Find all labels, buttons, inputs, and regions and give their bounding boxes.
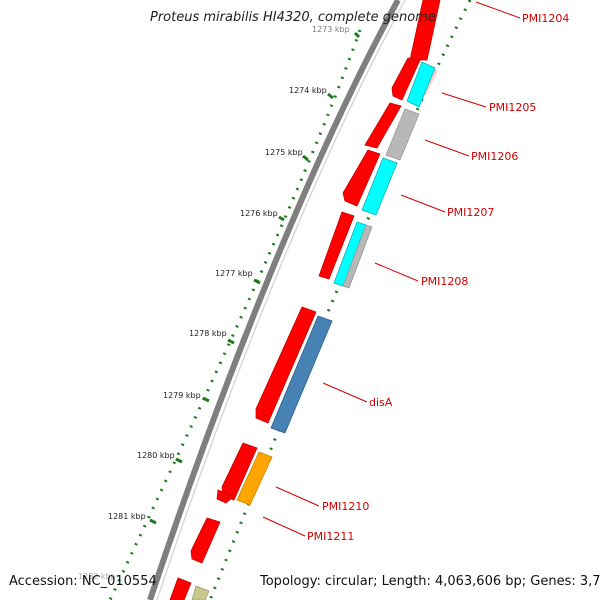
gene-feature[interactable]	[391, 57, 421, 101]
gene-label-disa[interactable]: disA	[369, 396, 393, 409]
gene-feature[interactable]	[169, 577, 192, 600]
ruler-tick	[202, 396, 210, 403]
gene-label-pmi1206[interactable]: PMI1206	[471, 150, 518, 163]
label-connector	[262, 516, 306, 537]
label-connector	[322, 382, 368, 403]
accession-text: Accession: NC_010554	[9, 574, 157, 589]
ruler-ticks	[149, 31, 361, 525]
gene-labels: PMI1204 PMI1205 PMI1206 PMI1207 PMI1208 …	[307, 12, 569, 543]
genome-backbone-inner	[156, 0, 406, 600]
ruler-tick	[175, 457, 183, 464]
gene-feature[interactable]	[342, 224, 373, 289]
gene-label-pmi1205[interactable]: PMI1205	[489, 101, 536, 114]
ruler-tick	[227, 338, 235, 345]
label-connector	[275, 486, 320, 507]
gene-feature[interactable]	[342, 149, 381, 207]
ruler-dotted-line	[108, 29, 362, 600]
ruler-label: 1281 kbp	[108, 512, 146, 521]
label-connector	[441, 92, 487, 108]
ruler-label: 1275 kbp	[265, 148, 303, 157]
map-title: Proteus mirabilis HI4320, complete genom…	[150, 10, 436, 25]
gene-feature[interactable]	[255, 306, 317, 424]
gene-feature[interactable]	[318, 211, 355, 280]
ruler-tick	[253, 278, 261, 285]
gene-feature[interactable]	[409, 0, 441, 61]
gene-feature[interactable]	[236, 451, 273, 506]
ruler-label: 1280 kbp	[137, 451, 175, 460]
label-connectors	[262, 1, 521, 537]
gene-feature[interactable]	[190, 517, 221, 564]
label-connector	[374, 262, 419, 282]
label-connector	[424, 139, 470, 157]
ruler-label: 1278 kbp	[189, 329, 227, 338]
label-connector	[475, 1, 521, 19]
ruler-label: 1282 kbp	[78, 572, 116, 581]
gene-feature[interactable]	[385, 108, 420, 161]
ruler-tick	[353, 31, 361, 39]
genome-summary-text: Topology: circular; Length: 4,063,606 bp…	[260, 574, 600, 589]
ruler-label: 1279 kbp	[163, 391, 201, 400]
ruler-tick	[278, 215, 285, 222]
gene-label-pmi1207[interactable]: PMI1207	[447, 206, 494, 219]
gene-label-pmi1211[interactable]: PMI1211	[307, 530, 354, 543]
ruler-tick	[327, 92, 334, 100]
ruler-label: 1274 kbp	[289, 86, 327, 95]
ruler-tick	[302, 154, 309, 162]
gene-features	[169, 0, 441, 600]
ruler-labels: 1273 kbp 1274 kbp 1275 kbp 1276 kbp 1277…	[78, 25, 350, 581]
label-connector	[400, 194, 446, 213]
gene-label-pmi1210[interactable]: PMI1210	[322, 500, 369, 513]
ruler-label: 1276 kbp	[240, 209, 278, 218]
gene-feature[interactable]	[270, 315, 333, 434]
inner-dotted-line	[208, 0, 472, 600]
gene-feature[interactable]	[364, 102, 402, 149]
gene-feature[interactable]	[406, 61, 436, 108]
gene-feature[interactable]	[191, 585, 210, 600]
gene-feature[interactable]	[361, 157, 398, 216]
gene-label-pmi1204[interactable]: PMI1204	[522, 12, 569, 25]
genome-backbone	[147, 0, 401, 600]
gene-label-pmi1208[interactable]: PMI1208	[421, 275, 468, 288]
gene-feature[interactable]	[216, 489, 235, 504]
ruler-label: 1277 kbp	[215, 269, 253, 278]
ruler-tick	[149, 518, 157, 525]
ruler-label: 1273 kbp	[312, 25, 350, 34]
